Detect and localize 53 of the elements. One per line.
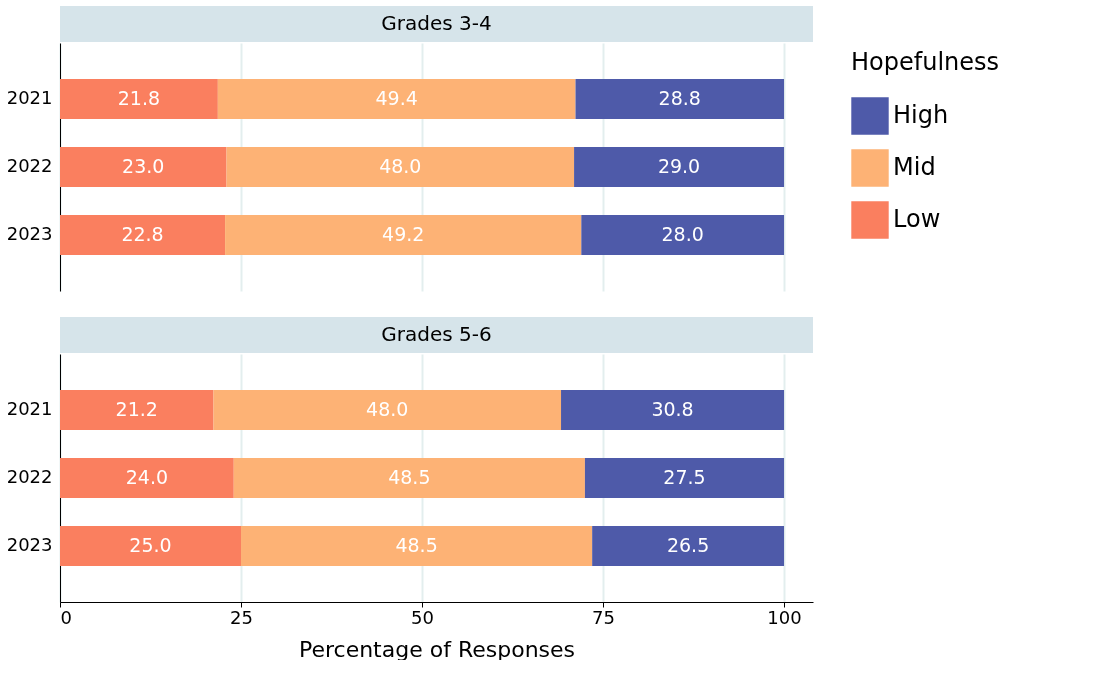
data-label: 30.8 <box>651 398 694 421</box>
data-label: 48.5 <box>395 533 438 556</box>
bar <box>225 214 582 255</box>
bar <box>226 146 575 188</box>
data-label: 28.8 <box>658 87 701 110</box>
legend-label: Low <box>893 205 941 233</box>
data-label: 26.5 <box>666 533 710 556</box>
bar <box>60 79 218 120</box>
legend-title: Hopefulness <box>851 48 1000 76</box>
bar <box>60 457 234 499</box>
y-tick-label: 2023 <box>6 533 53 555</box>
x-tick-label: 100 <box>767 606 802 628</box>
data-label: 23.0 <box>122 155 165 177</box>
data-label: 24.0 <box>125 466 169 488</box>
bar <box>60 390 214 431</box>
bar <box>574 146 785 188</box>
x-tick-label: 0 <box>60 606 72 628</box>
chart-title: Grades 5-6 <box>381 322 492 346</box>
chart-title: Grades 3-4 <box>381 11 492 35</box>
bar <box>60 214 226 255</box>
data-label: 48.0 <box>379 155 422 177</box>
x-tick-label: 25 <box>230 606 253 628</box>
bar <box>233 457 585 499</box>
bar <box>241 525 593 566</box>
data-label: 27.5 <box>663 466 706 488</box>
bar <box>217 79 576 120</box>
bar <box>584 457 785 499</box>
y-tick-label: 2022 <box>6 155 53 176</box>
bar <box>575 79 785 120</box>
x-tick-label: 75 <box>592 606 615 628</box>
bar <box>60 525 242 566</box>
data-label: 29.0 <box>657 155 701 177</box>
bar <box>561 390 785 431</box>
y-tick-label: 2023 <box>6 222 53 244</box>
y-tick-label: 2022 <box>6 466 53 487</box>
data-label: 49.2 <box>382 222 425 245</box>
data-label: 21.8 <box>117 87 161 110</box>
data-label: 28.0 <box>661 222 704 245</box>
legend-label: High <box>893 101 949 129</box>
data-label: 49.4 <box>375 87 418 110</box>
data-label: 48.5 <box>388 466 431 488</box>
y-tick-label: 2021 <box>6 398 53 420</box>
bar <box>592 525 785 566</box>
data-label: 25.0 <box>129 533 172 556</box>
bar <box>213 390 562 431</box>
data-label: 48.0 <box>366 398 409 421</box>
x-tick-label: 50 <box>411 606 434 628</box>
bar <box>60 146 227 188</box>
y-tick-label: 2021 <box>6 87 53 109</box>
legend-label: Mid <box>893 153 936 181</box>
bar <box>581 214 785 255</box>
data-label: 22.8 <box>121 222 164 245</box>
data-label: 21.2 <box>115 398 158 421</box>
